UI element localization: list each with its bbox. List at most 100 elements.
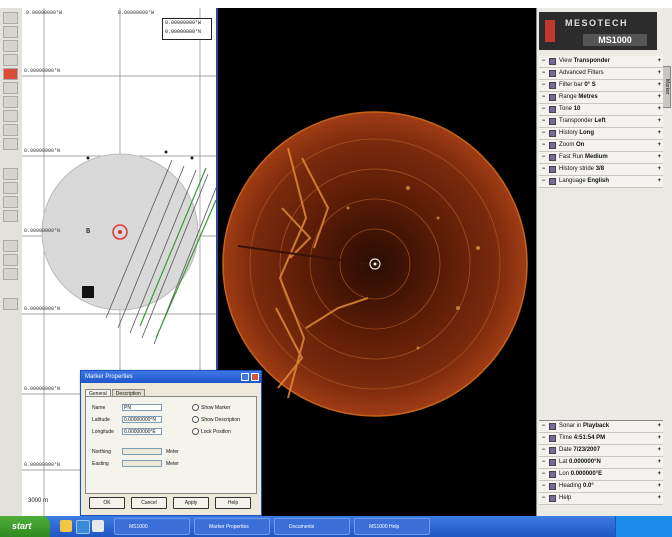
setting-row[interactable]: − Fast Run Medium +	[539, 152, 663, 164]
status-row[interactable]: − Sonar in Playback +	[539, 421, 663, 433]
record-tool-button[interactable]	[3, 68, 18, 80]
ok-button[interactable]: OK	[89, 497, 125, 509]
expand-icon[interactable]: +	[657, 154, 661, 160]
pointer-tool-button[interactable]	[3, 12, 18, 24]
route-tool-button[interactable]	[3, 168, 18, 180]
show-marker-option[interactable]: Show Marker	[192, 404, 230, 411]
expand-icon[interactable]: +	[657, 471, 661, 477]
quicklaunch-explorer-icon[interactable]	[60, 520, 72, 532]
collapse-icon[interactable]: −	[541, 471, 546, 477]
cancel-button[interactable]: Cancel	[131, 497, 167, 509]
collapse-icon[interactable]: −	[541, 118, 546, 124]
expand-icon[interactable]: +	[657, 82, 661, 88]
expand-icon[interactable]: +	[657, 94, 661, 100]
setting-row[interactable]: − Transponder Left +	[539, 116, 663, 128]
expand-icon[interactable]: +	[657, 70, 661, 76]
collapse-icon[interactable]: −	[541, 483, 546, 489]
latitude-field[interactable]: 0.00000000°N	[122, 416, 162, 423]
collapse-icon[interactable]: −	[541, 423, 546, 429]
collapse-icon[interactable]: −	[541, 70, 546, 76]
quicklaunch-desktop-icon[interactable]	[92, 520, 104, 532]
lock-position-option[interactable]: Lock Position	[192, 428, 231, 435]
apply-button[interactable]: Apply	[173, 497, 209, 509]
collapse-icon[interactable]: −	[541, 142, 546, 148]
expand-icon[interactable]: +	[657, 130, 661, 136]
setting-row[interactable]: − Language English +	[539, 176, 663, 188]
expand-icon[interactable]: +	[657, 166, 661, 172]
zoom-out-tool-button[interactable]	[3, 40, 18, 52]
status-row[interactable]: − Lat 0.000000°N +	[539, 457, 663, 469]
expand-icon[interactable]: +	[657, 118, 661, 124]
expand-icon[interactable]: +	[657, 435, 661, 441]
marker-tool-button[interactable]	[3, 96, 18, 108]
expand-icon[interactable]: +	[657, 423, 661, 429]
pan-tool-button[interactable]	[3, 54, 18, 66]
collapse-icon[interactable]: −	[541, 82, 546, 88]
layer-tool-button[interactable]	[3, 124, 18, 136]
collapse-icon[interactable]: −	[541, 495, 546, 501]
status-row[interactable]: − Time 4:51:54 PM +	[539, 433, 663, 445]
status-row[interactable]: − Heading 0.0° +	[539, 481, 663, 493]
setting-text: Language English	[559, 176, 609, 187]
taskbar-item-help[interactable]: MS1000 Help	[354, 518, 430, 535]
expand-icon[interactable]: +	[657, 58, 661, 64]
start-button[interactable]: start	[0, 516, 50, 537]
zoom-in-tool-button[interactable]	[3, 26, 18, 38]
settings-tool-button[interactable]	[3, 210, 18, 222]
taskbar-item-documents[interactable]: Documents	[274, 518, 350, 535]
collapse-icon[interactable]: −	[541, 58, 546, 64]
collapse-icon[interactable]: −	[541, 435, 546, 441]
expand-icon[interactable]: +	[657, 178, 661, 184]
setting-row[interactable]: − Advanced Filters +	[539, 68, 663, 80]
help-button[interactable]: Help	[215, 497, 251, 509]
collapse-icon[interactable]: −	[541, 447, 546, 453]
status-row[interactable]: − Lon 0.000000°E +	[539, 469, 663, 481]
show-description-option[interactable]: Show Description	[192, 416, 240, 423]
collapse-icon[interactable]: −	[541, 459, 546, 465]
setting-row[interactable]: − Tone 10 +	[539, 104, 663, 116]
setting-row[interactable]: − Range Metres +	[539, 92, 663, 104]
sonar-display[interactable]	[218, 8, 536, 516]
longitude-field[interactable]: 0.00000000°E	[122, 428, 162, 435]
pen-tool-button[interactable]	[3, 138, 18, 150]
collapse-icon[interactable]: −	[541, 154, 546, 160]
dialog-title-bar[interactable]: Marker Properties	[81, 371, 261, 383]
help-icon[interactable]	[241, 373, 249, 381]
taskbar-item-marker[interactable]: Marker Properties	[194, 518, 270, 535]
setting-row[interactable]: − View Transponder +	[539, 56, 663, 68]
expand-icon[interactable]: +	[657, 459, 661, 465]
status-row[interactable]: − Date 7/23/2007 +	[539, 445, 663, 457]
collapse-icon[interactable]: −	[541, 130, 546, 136]
help-tool-button[interactable]	[3, 298, 18, 310]
status-row[interactable]: − Help +	[539, 493, 663, 505]
system-tray[interactable]	[615, 516, 672, 537]
save-tool-button[interactable]	[3, 254, 18, 266]
print-tool-button[interactable]	[3, 240, 18, 252]
expand-icon[interactable]: +	[657, 495, 661, 501]
northing-field[interactable]	[122, 448, 162, 455]
expand-icon[interactable]: +	[657, 106, 661, 112]
close-icon[interactable]	[251, 373, 259, 381]
track-tool-button[interactable]	[3, 196, 18, 208]
open-tool-button[interactable]	[3, 268, 18, 280]
collapse-icon[interactable]: −	[541, 166, 546, 172]
tab-general[interactable]: General	[85, 389, 111, 399]
name-field[interactable]: PN	[122, 404, 162, 411]
setting-row[interactable]: − History stride 3/8 +	[539, 164, 663, 176]
setting-row[interactable]: − History Long +	[539, 128, 663, 140]
collapse-icon[interactable]: −	[541, 94, 546, 100]
collapse-icon[interactable]: −	[541, 106, 546, 112]
setting-row[interactable]: − Filter bar 0° S +	[539, 80, 663, 92]
expand-icon[interactable]: +	[657, 142, 661, 148]
setting-row[interactable]: − Zoom On +	[539, 140, 663, 152]
expand-icon[interactable]: +	[657, 447, 661, 453]
grid-tool-button[interactable]	[3, 110, 18, 122]
taskbar-item-ms1000[interactable]: MS1000	[114, 518, 190, 535]
tab-description[interactable]: Description	[111, 389, 145, 399]
easting-field[interactable]	[122, 460, 162, 467]
collapse-icon[interactable]: −	[541, 178, 546, 184]
waypoint-tool-button[interactable]	[3, 182, 18, 194]
quicklaunch-browser-icon[interactable]	[76, 520, 90, 534]
expand-icon[interactable]: +	[657, 483, 661, 489]
measure-tool-button[interactable]	[3, 82, 18, 94]
